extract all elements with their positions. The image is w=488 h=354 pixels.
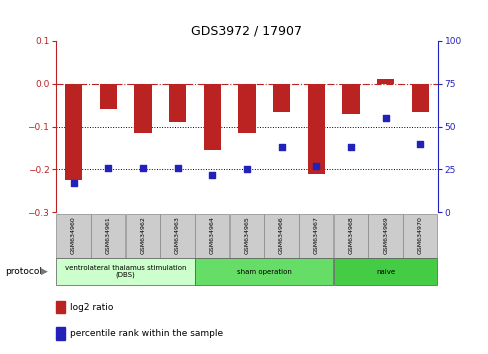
FancyBboxPatch shape: [195, 258, 333, 285]
Point: [277, 144, 285, 150]
FancyBboxPatch shape: [91, 214, 125, 258]
Point: [346, 144, 354, 150]
Point: [416, 141, 424, 147]
Text: GDS3972 / 17907: GDS3972 / 17907: [191, 24, 302, 37]
FancyBboxPatch shape: [402, 214, 437, 258]
Bar: [272, 84, 290, 112]
Point: [69, 181, 77, 186]
Text: ventrolateral thalamus stimulation
(DBS): ventrolateral thalamus stimulation (DBS): [65, 265, 186, 279]
Bar: [307, 84, 325, 174]
Text: GSM634966: GSM634966: [279, 216, 284, 254]
Bar: [134, 84, 151, 133]
Text: GSM634970: GSM634970: [417, 216, 422, 254]
FancyBboxPatch shape: [333, 214, 367, 258]
Point: [243, 167, 250, 172]
Text: ▶: ▶: [41, 267, 47, 276]
Text: log2 ratio: log2 ratio: [70, 303, 113, 312]
Point: [312, 163, 320, 169]
Bar: [342, 84, 359, 114]
Text: GSM634969: GSM634969: [383, 216, 387, 254]
FancyBboxPatch shape: [229, 214, 264, 258]
Text: GSM634963: GSM634963: [175, 216, 180, 254]
FancyBboxPatch shape: [368, 214, 402, 258]
Bar: [100, 84, 117, 109]
Bar: [168, 84, 186, 122]
FancyBboxPatch shape: [264, 214, 298, 258]
Text: GSM634960: GSM634960: [71, 216, 76, 254]
Text: GSM634965: GSM634965: [244, 216, 249, 254]
Text: GSM634967: GSM634967: [313, 216, 318, 254]
Point: [173, 165, 181, 171]
Text: GSM634961: GSM634961: [105, 216, 110, 254]
Text: percentile rank within the sample: percentile rank within the sample: [70, 329, 223, 338]
Bar: [376, 79, 393, 84]
Text: GSM634968: GSM634968: [348, 216, 353, 254]
Text: sham operation: sham operation: [236, 269, 291, 275]
Bar: [65, 84, 82, 180]
Bar: [203, 84, 221, 150]
Point: [139, 165, 146, 171]
Text: naive: naive: [375, 269, 394, 275]
FancyBboxPatch shape: [333, 258, 437, 285]
Point: [381, 115, 389, 121]
Text: GSM634962: GSM634962: [140, 216, 145, 254]
Text: protocol: protocol: [5, 267, 42, 276]
FancyBboxPatch shape: [56, 258, 194, 285]
FancyBboxPatch shape: [299, 214, 333, 258]
Point: [208, 172, 216, 177]
FancyBboxPatch shape: [195, 214, 229, 258]
Text: GSM634964: GSM634964: [209, 216, 214, 254]
Point: [104, 165, 112, 171]
Bar: [238, 84, 255, 133]
FancyBboxPatch shape: [56, 214, 91, 258]
Bar: [411, 84, 428, 112]
FancyBboxPatch shape: [125, 214, 160, 258]
FancyBboxPatch shape: [160, 214, 194, 258]
